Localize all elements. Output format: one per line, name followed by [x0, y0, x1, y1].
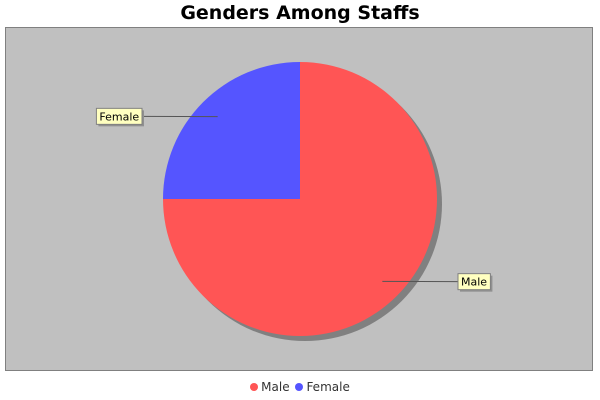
legend-swatch-male	[250, 383, 259, 391]
legend: Male Female	[0, 380, 600, 394]
legend-item-female: Female	[295, 380, 350, 394]
legend-label-female: Female	[306, 380, 350, 394]
slice-label-text-female: Female	[99, 110, 139, 123]
legend-swatch-female	[295, 383, 304, 391]
slice-label-text-male: Male	[461, 276, 487, 289]
slice-label-male: Male	[457, 273, 493, 292]
pie-chart: Male Female	[95, 62, 493, 341]
pie-slice-female	[163, 62, 300, 199]
chart-title: Genders Among Staffs	[180, 2, 420, 24]
legend-item-male: Male	[250, 380, 290, 394]
legend-label-male: Male	[261, 380, 290, 394]
slice-label-female: Female	[95, 107, 144, 127]
